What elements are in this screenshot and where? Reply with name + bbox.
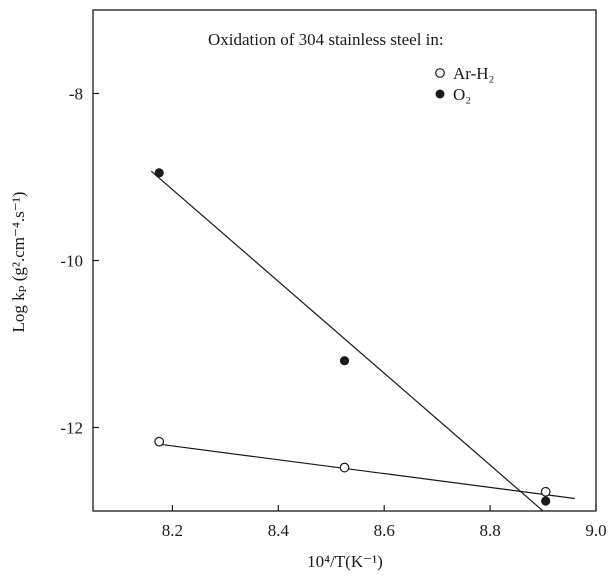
x-tick-label: 9.0 (585, 521, 606, 540)
axis-ticks: 8.2 8.4 8.6 8.8 9.0 -12 -10 -8 (60, 85, 606, 541)
legend-marker-ar-h2 (435, 68, 445, 78)
legend: Ar-H₂ O₂ (435, 64, 494, 104)
fit-lines (150, 170, 575, 512)
y-tick-label: -12 (60, 419, 83, 438)
y-tick-label: -10 (60, 252, 83, 271)
data-point-series-1 (541, 496, 551, 506)
plot-frame (92, 9, 597, 512)
x-tick-label: 8.8 (479, 521, 500, 540)
y-tick-label: -8 (69, 85, 83, 104)
data-points (154, 168, 551, 506)
fit-line-series-0 (159, 443, 575, 500)
fit-line-series-1 (150, 170, 544, 512)
chart-annotation: Oxidation of 304 stainless steel in: (208, 30, 444, 49)
data-point-series-1 (154, 168, 164, 178)
legend-marker-o2 (435, 89, 445, 99)
legend-label-ar-h2: Ar-H₂ (453, 64, 494, 83)
data-point-series-0 (339, 462, 350, 473)
legend-label-o2: O₂ (453, 85, 471, 104)
data-point-series-0 (540, 486, 551, 497)
data-point-series-0 (154, 436, 165, 447)
y-axis-title: Log kₚ (g².cm⁻⁴.s⁻¹) (9, 192, 28, 333)
x-axis-title: 10⁴/T(K⁻¹) (307, 552, 383, 571)
x-tick-label: 8.2 (162, 521, 183, 540)
x-tick-label: 8.4 (268, 521, 290, 540)
data-point-series-1 (339, 356, 350, 366)
x-tick-label: 8.6 (374, 521, 395, 540)
